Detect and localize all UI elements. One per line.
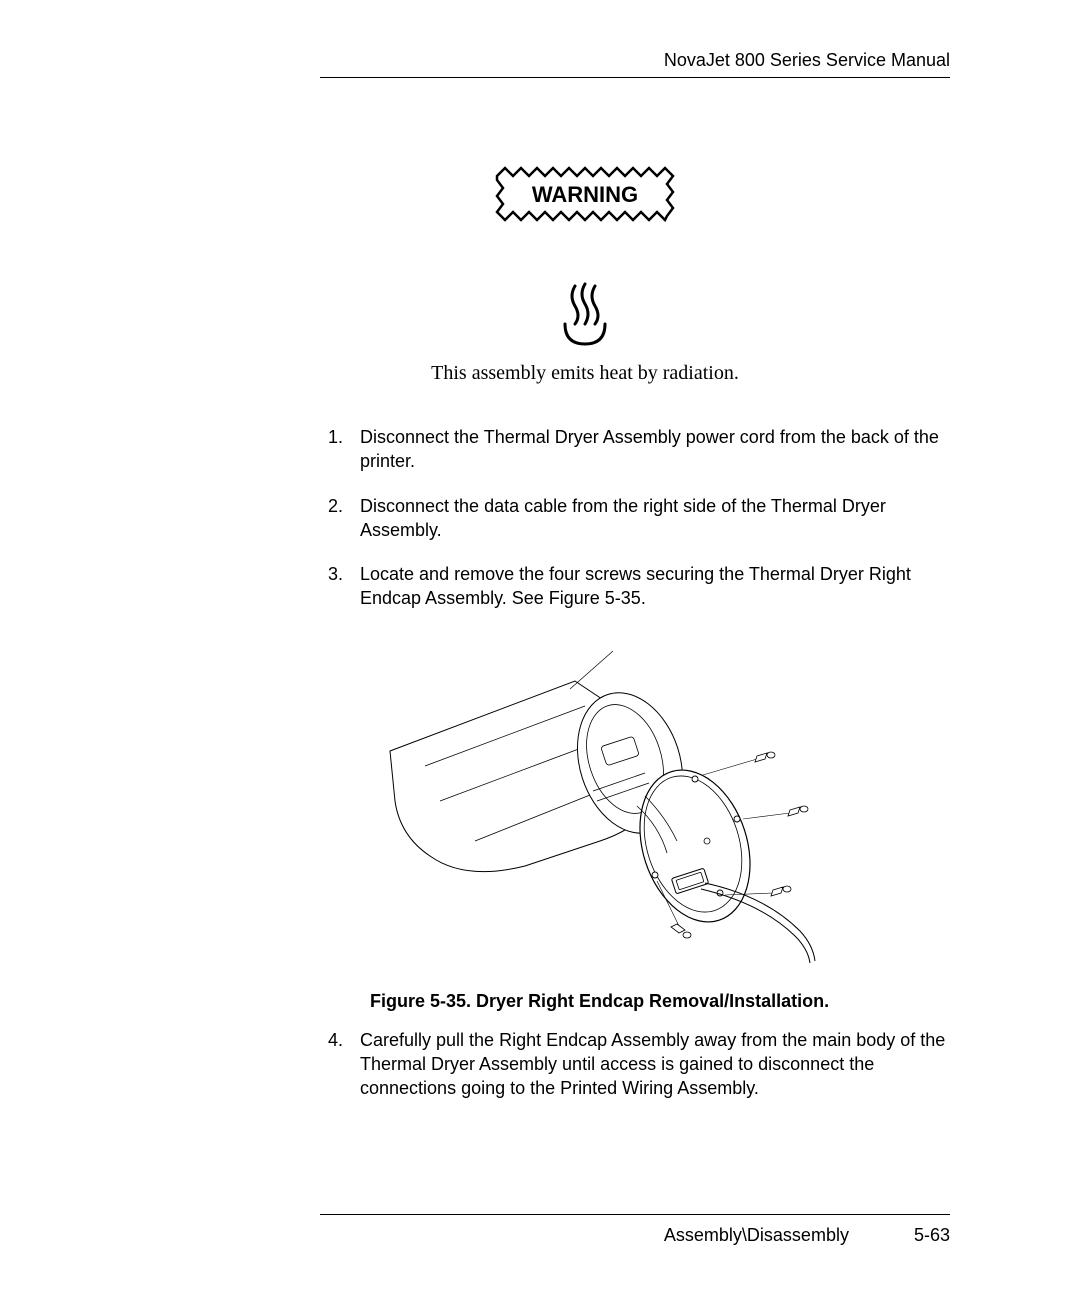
- warning-caption: This assembly emits heat by radiation.: [220, 362, 950, 385]
- header-title: NovaJet 800 Series Service Manual: [664, 50, 950, 70]
- steps-list-cont: Carefully pull the Right Endcap Assembly…: [320, 1028, 950, 1101]
- warning-label: WARNING: [483, 158, 687, 230]
- heat-icon: [220, 280, 950, 350]
- steps-list: Disconnect the Thermal Dryer Assembly po…: [320, 425, 950, 611]
- figure-illustration: [220, 641, 950, 971]
- step-4: Carefully pull the Right Endcap Assembly…: [348, 1028, 950, 1101]
- screw-1: [703, 752, 775, 775]
- warning-box: WARNING: [220, 158, 950, 230]
- screw-2: [743, 806, 808, 819]
- warning-zigzag-icon: WARNING: [495, 166, 675, 222]
- step-2: Disconnect the data cable from the right…: [348, 494, 950, 543]
- footer-page: 5-63: [914, 1225, 950, 1246]
- step-3: Locate and remove the four screws securi…: [348, 562, 950, 611]
- footer-section: Assembly\Disassembly: [664, 1225, 849, 1246]
- step-1: Disconnect the Thermal Dryer Assembly po…: [348, 425, 950, 474]
- warning-text: WARNING: [532, 182, 638, 207]
- figure-caption: Figure 5-35. Dryer Right Endcap Removal/…: [370, 991, 950, 1012]
- page-footer: Assembly\Disassembly 5-63: [320, 1214, 950, 1246]
- page-header: NovaJet 800 Series Service Manual: [320, 50, 950, 78]
- page: NovaJet 800 Series Service Manual WARNIN…: [0, 0, 1080, 1296]
